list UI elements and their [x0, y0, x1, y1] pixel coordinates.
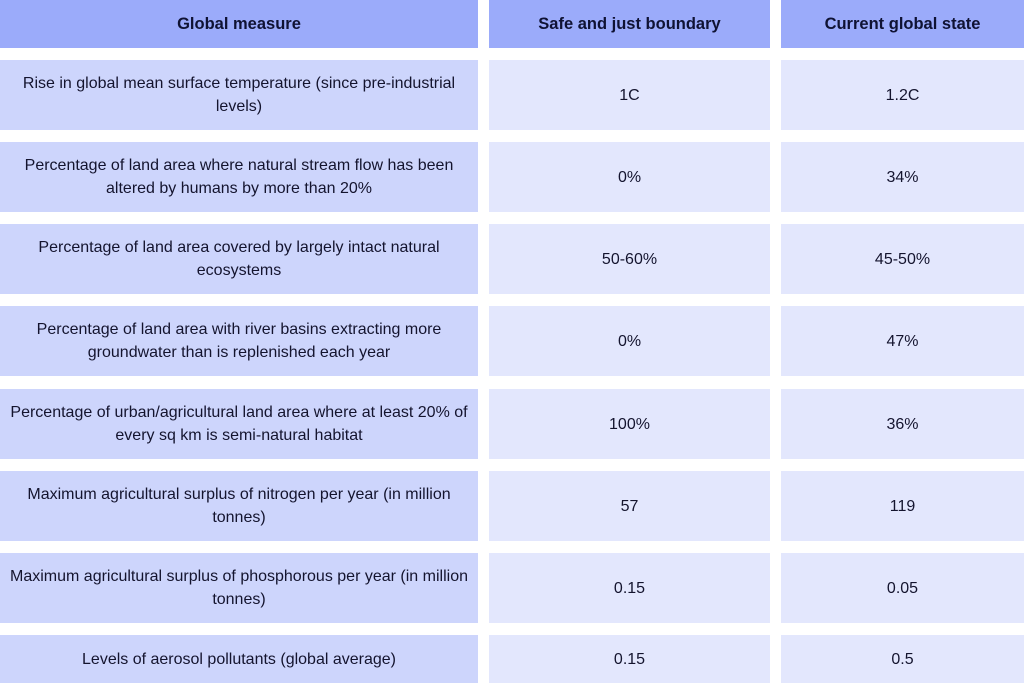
- header-safe-boundary: Safe and just boundary: [489, 0, 770, 48]
- current-cell: 47%: [781, 306, 1024, 376]
- boundary-cell: 100%: [489, 389, 770, 459]
- current-cell: 119: [781, 471, 1024, 541]
- measure-cell: Percentage of land area covered by large…: [0, 224, 478, 294]
- header-global-measure: Global measure: [0, 0, 478, 48]
- boundary-cell: 50-60%: [489, 224, 770, 294]
- boundary-cell: 0%: [489, 142, 770, 212]
- boundary-cell: 1C: [489, 60, 770, 130]
- current-cell: 0.05: [781, 553, 1024, 623]
- boundary-cell: 0.15: [489, 553, 770, 623]
- current-cell: 45-50%: [781, 224, 1024, 294]
- measure-cell: Percentage of land area with river basin…: [0, 306, 478, 376]
- current-cell: 34%: [781, 142, 1024, 212]
- boundary-cell: 0.15: [489, 635, 770, 683]
- measure-cell: Maximum agricultural surplus of nitrogen…: [0, 471, 478, 541]
- measure-cell: Maximum agricultural surplus of phosphor…: [0, 553, 478, 623]
- current-cell: 36%: [781, 389, 1024, 459]
- measure-cell: Levels of aerosol pollutants (global ave…: [0, 635, 478, 683]
- boundary-cell: 0%: [489, 306, 770, 376]
- header-current-state: Current global state: [781, 0, 1024, 48]
- measure-cell: Percentage of urban/agricultural land ar…: [0, 389, 478, 459]
- measure-cell: Percentage of land area where natural st…: [0, 142, 478, 212]
- current-cell: 1.2C: [781, 60, 1024, 130]
- measure-cell: Rise in global mean surface temperature …: [0, 60, 478, 130]
- boundary-cell: 57: [489, 471, 770, 541]
- current-cell: 0.5: [781, 635, 1024, 683]
